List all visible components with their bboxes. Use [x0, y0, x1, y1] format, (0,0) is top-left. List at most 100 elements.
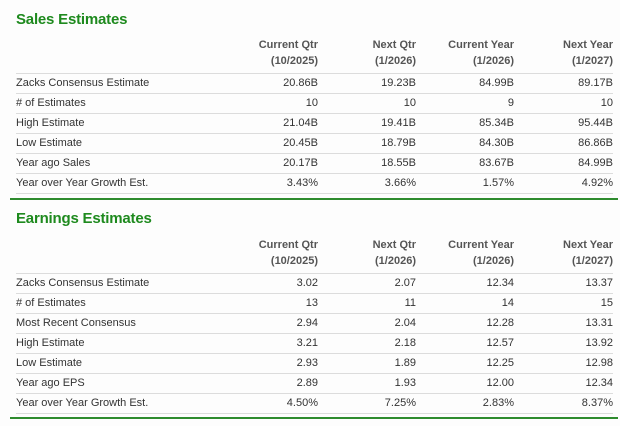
cell-value: 12.00	[416, 373, 514, 394]
earnings-estimates-title: Earnings Estimates	[16, 210, 152, 227]
row-label: High Estimate	[16, 333, 220, 354]
header-blank	[16, 37, 220, 74]
cell-value: 19.23B	[318, 73, 416, 94]
sales-estimates-title: Sales Estimates	[16, 11, 128, 28]
row-label: Most Recent Consensus	[16, 313, 220, 334]
cell-value: 12.34	[514, 373, 613, 394]
section-divider	[10, 198, 618, 200]
table-row: # of Estimates 10 10 9 10	[16, 93, 613, 114]
column-header: Current Qtr (10/2025)	[220, 37, 318, 74]
column-name: Current Year	[448, 239, 514, 251]
table-row: Zacks Consensus Estimate 20.86B 19.23B 84.9…	[16, 73, 613, 94]
cell-value: 85.34B	[416, 113, 514, 134]
column-period: (10/2025)	[270, 55, 318, 67]
column-header: Next Qtr (1/2026)	[318, 37, 416, 74]
header-blank	[16, 237, 220, 274]
table-header-row: Current Qtr (10/2025) Next Qtr (1/2026) Curr…	[16, 237, 613, 274]
column-header: Current Year (1/2026)	[416, 237, 514, 274]
column-name: Next Qtr	[372, 239, 416, 251]
table-row: Year over Year Growth Est. 3.43% 3.66% 1.57…	[16, 173, 613, 194]
cell-value: 3.02	[220, 273, 318, 294]
column-period: (10/2025)	[270, 255, 318, 267]
cell-value: 4.92%	[514, 173, 613, 194]
table-row: Low Estimate 2.93 1.89 12.25 12.98	[16, 353, 613, 374]
table-header-row: Current Qtr (10/2025) Next Qtr (1/2026) Curr…	[16, 37, 613, 74]
cell-value: 12.98	[514, 353, 613, 374]
column-period: (1/2027)	[572, 255, 613, 267]
cell-value: 20.45B	[220, 133, 318, 154]
cell-value: 7.25%	[318, 393, 416, 414]
cell-value: 2.04	[318, 313, 416, 334]
cell-value: 83.67B	[416, 153, 514, 174]
cell-value: 18.79B	[318, 133, 416, 154]
table-row: High Estimate 21.04B 19.41B 85.34B 95.44B	[16, 113, 613, 134]
row-label: # of Estimates	[16, 93, 220, 114]
cell-value: 12.34	[416, 273, 514, 294]
cell-value: 15	[514, 293, 613, 314]
row-label: Zacks Consensus Estimate	[16, 273, 220, 294]
column-name: Next Year	[563, 239, 613, 251]
cell-value: 89.17B	[514, 73, 613, 94]
row-label: Low Estimate	[16, 133, 220, 154]
column-header: Next Qtr (1/2026)	[318, 237, 416, 274]
table-row: Year ago EPS 2.89 1.93 12.00 12.34	[16, 373, 613, 394]
cell-value: 20.17B	[220, 153, 318, 174]
table-row: Most Recent Consensus 2.94 2.04 12.28 13.31	[16, 313, 613, 334]
row-label: High Estimate	[16, 113, 220, 134]
cell-value: 18.55B	[318, 153, 416, 174]
cell-value: 2.07	[318, 273, 416, 294]
sales-estimates-table: Current Qtr (10/2025) Next Qtr (1/2026) Curr…	[16, 37, 613, 194]
cell-value: 12.28	[416, 313, 514, 334]
table-row: Zacks Consensus Estimate 3.02 2.07 12.34 13.…	[16, 273, 613, 294]
section-divider	[10, 417, 618, 419]
cell-value: 2.18	[318, 333, 416, 354]
cell-value: 2.93	[220, 353, 318, 374]
column-header: Current Year (1/2026)	[416, 37, 514, 74]
cell-value: 13.37	[514, 273, 613, 294]
cell-value: 10	[318, 93, 416, 114]
column-name: Current Qtr	[258, 39, 318, 51]
row-label: Year over Year Growth Est.	[16, 393, 220, 414]
cell-value: 95.44B	[514, 113, 613, 134]
cell-value: 2.89	[220, 373, 318, 394]
cell-value: 86.86B	[514, 133, 613, 154]
column-name: Next Year	[563, 39, 613, 51]
cell-value: 12.57	[416, 333, 514, 354]
cell-value: 3.43%	[220, 173, 318, 194]
cell-value: 2.83%	[416, 393, 514, 414]
row-label: # of Estimates	[16, 293, 220, 314]
cell-value: 11	[318, 293, 416, 314]
row-label: Zacks Consensus Estimate	[16, 73, 220, 94]
column-name: Current Qtr	[258, 239, 318, 251]
cell-value: 13	[220, 293, 318, 314]
cell-value: 4.50%	[220, 393, 318, 414]
column-period: (1/2026)	[375, 55, 416, 67]
row-label: Year ago Sales	[16, 153, 220, 174]
cell-value: 1.89	[318, 353, 416, 374]
cell-value: 10	[514, 93, 613, 114]
table-row: # of Estimates 13 11 14 15	[16, 293, 613, 314]
cell-value: 13.92	[514, 333, 613, 354]
column-period: (1/2027)	[572, 55, 613, 67]
cell-value: 20.86B	[220, 73, 318, 94]
cell-value: 14	[416, 293, 514, 314]
cell-value: 2.94	[220, 313, 318, 334]
row-label: Year ago EPS	[16, 373, 220, 394]
table-row: Year over Year Growth Est. 4.50% 7.25% 2.83…	[16, 393, 613, 414]
cell-value: 1.57%	[416, 173, 514, 194]
earnings-estimates-table: Current Qtr (10/2025) Next Qtr (1/2026) Curr…	[16, 237, 613, 414]
column-header: Next Year (1/2027)	[514, 37, 613, 74]
table-row: Year ago Sales 20.17B 18.55B 83.67B 84.99B	[16, 153, 613, 174]
column-name: Next Qtr	[372, 39, 416, 51]
column-period: (1/2026)	[375, 255, 416, 267]
cell-value: 12.25	[416, 353, 514, 374]
cell-value: 9	[416, 93, 514, 114]
cell-value: 1.93	[318, 373, 416, 394]
column-period: (1/2026)	[473, 255, 514, 267]
cell-value: 3.21	[220, 333, 318, 354]
cell-value: 13.31	[514, 313, 613, 334]
cell-value: 19.41B	[318, 113, 416, 134]
column-header: Current Qtr (10/2025)	[220, 237, 318, 274]
cell-value: 84.30B	[416, 133, 514, 154]
column-period: (1/2026)	[473, 55, 514, 67]
